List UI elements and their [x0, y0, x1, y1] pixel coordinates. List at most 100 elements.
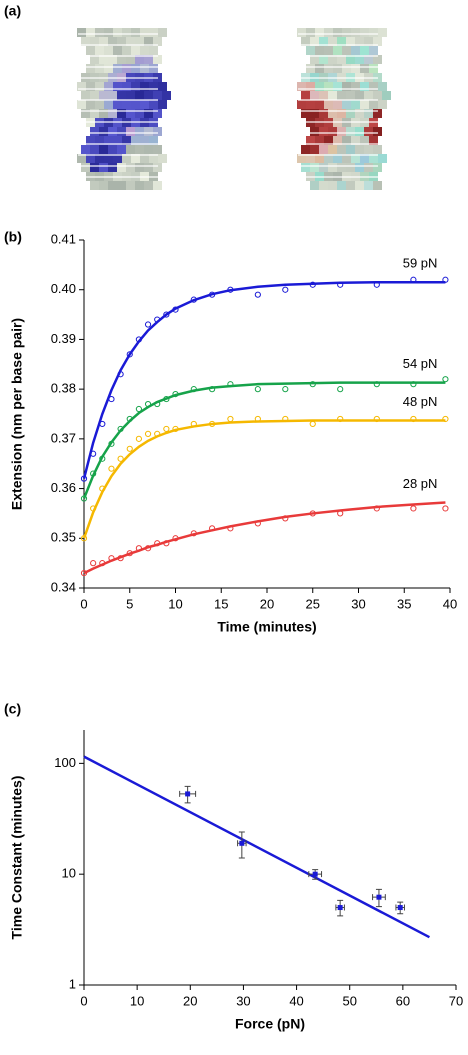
data-point: [282, 286, 289, 293]
base-pair: [298, 154, 378, 156]
data-point: [227, 286, 234, 293]
molecule-pixel: [108, 127, 117, 136]
molecule-pixel: [297, 154, 306, 163]
base-pair: [298, 121, 378, 123]
x-tick-label: 60: [396, 993, 410, 1008]
molecule-pixel: [373, 91, 382, 100]
molecule-pixel: [337, 55, 346, 64]
molecule-pixel: [95, 46, 104, 55]
molecule-pixel: [337, 145, 346, 154]
x-tick-label: 70: [449, 993, 463, 1008]
data-point: [209, 525, 216, 532]
data-point: [99, 420, 106, 428]
molecule-pixel: [355, 91, 364, 100]
molecule-pixel: [126, 145, 135, 154]
data-point: [172, 535, 179, 542]
data-point: [337, 510, 344, 517]
molecule-pixel: [346, 127, 355, 136]
molecule-pixel: [355, 37, 364, 46]
molecule-pixel: [131, 136, 140, 145]
y-axis-title: Extension (nm per base pair): [9, 318, 25, 510]
base-pair: [78, 165, 158, 167]
molecule-pixel: [315, 64, 324, 73]
data-point: [410, 381, 417, 388]
molecule-pixel: [144, 127, 153, 136]
molecule-pixel: [378, 154, 387, 163]
molecule-pixel: [369, 154, 378, 163]
data-point: [117, 425, 124, 433]
molecule-pixel: [378, 28, 387, 37]
molecule-pixel: [315, 136, 324, 145]
data-point: [135, 545, 142, 552]
molecule-pixel: [108, 37, 117, 46]
molecule-pixel: [364, 145, 373, 154]
molecule-pixel: [351, 46, 360, 55]
molecule-pixel: [342, 136, 351, 145]
molecule-pixel: [126, 109, 135, 118]
base-pair: [298, 77, 378, 79]
data-point: [190, 296, 197, 303]
molecule-pixel: [144, 91, 153, 100]
molecule-pixel: [81, 91, 90, 100]
x-tick-label: 15: [214, 596, 228, 611]
molecule-pixel: [306, 136, 315, 145]
molecule-pixel: [153, 109, 162, 118]
molecule-pixel: [135, 109, 144, 118]
molecule-pixel: [328, 55, 337, 64]
molecule-pixel: [104, 28, 113, 37]
data-point: [163, 311, 170, 318]
x-tick-label: 35: [397, 596, 411, 611]
base-pair: [78, 121, 158, 123]
base-pair: [298, 33, 378, 35]
y-tick-label: 100: [54, 755, 76, 770]
data-point: [309, 281, 316, 288]
data-point: [209, 291, 216, 298]
molecule-pixel: [77, 28, 86, 37]
data-point: [190, 386, 197, 393]
molecule-pixel: [378, 82, 387, 91]
molecule-pixel: [135, 163, 144, 172]
molecule-pixel: [319, 109, 328, 118]
y-axis-title: Time Constant (minutes): [9, 776, 25, 940]
molecule-pixel: [126, 37, 135, 46]
data-point: [163, 540, 170, 547]
molecule-pixel: [324, 136, 333, 145]
data-point: [209, 386, 216, 393]
molecule-pixel: [301, 145, 310, 154]
molecule-pixel: [360, 46, 369, 55]
molecule-pixel: [122, 100, 131, 109]
molecule-pixel: [355, 145, 364, 154]
molecule-pixel: [81, 37, 90, 46]
x-tick-label: 50: [342, 993, 356, 1008]
molecule-pixel: [126, 55, 135, 64]
molecule-pixel: [149, 82, 158, 91]
data-point: [373, 381, 380, 388]
molecule-pixel: [99, 109, 108, 118]
y-tick-label: 10: [62, 866, 76, 881]
molecule-pixel: [319, 37, 328, 46]
molecule-pixel: [310, 109, 319, 118]
molecule-pixel: [131, 154, 140, 163]
molecule-pixel: [301, 37, 310, 46]
data-point: [227, 525, 234, 532]
molecule-pixel: [319, 163, 328, 172]
molecule-pixel: [99, 91, 108, 100]
molecule-pixel: [144, 181, 153, 190]
x-tick-label: 10: [130, 993, 144, 1008]
molecule-pixel: [95, 64, 104, 73]
data-point: [144, 400, 152, 408]
base-pair: [298, 176, 378, 178]
y-tick-label: 0.35: [51, 530, 76, 545]
base-pair: [298, 99, 378, 101]
molecule-pixel: [373, 37, 382, 46]
fit-line: [83, 501, 446, 575]
molecule-pixel: [108, 55, 117, 64]
x-tick-label: 40: [443, 596, 457, 611]
molecule-pixel: [122, 46, 131, 55]
molecule-pixel: [373, 163, 382, 172]
molecule-pixel: [108, 145, 117, 154]
panel-label: (b): [4, 229, 22, 245]
data-point: [442, 415, 449, 423]
molecule-pixel: [126, 91, 135, 100]
x-tick-label: 30: [236, 993, 250, 1008]
